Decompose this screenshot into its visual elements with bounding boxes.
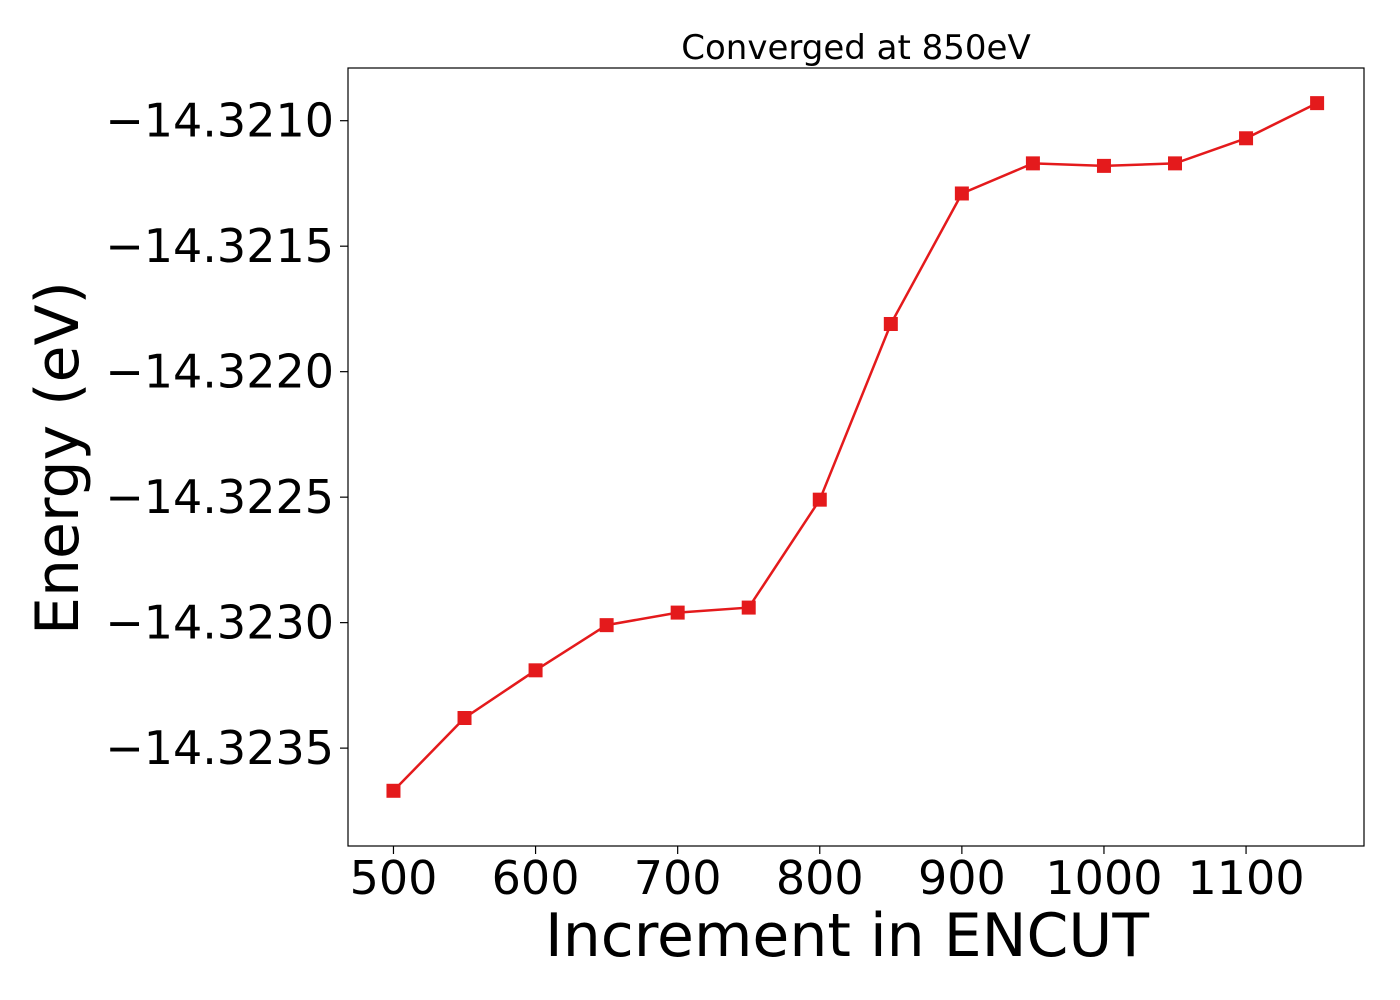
y-tick-label: −14.3235 — [105, 721, 334, 775]
plot-area: 500 600 700 800 900 1000 1100 −14.3210 −14.3215 −… — [105, 67, 1365, 905]
x-axis-title: Increment in ENCUT — [545, 901, 1149, 971]
data-point-marker — [812, 492, 827, 507]
y-axis-title: Energy (eV) — [23, 281, 93, 635]
data-point-marker — [1310, 96, 1325, 111]
series-line — [392, 101, 1318, 792]
x-tick-label: 1100 — [1188, 851, 1305, 905]
x-tick-label: 900 — [918, 851, 1006, 905]
data-point-marker — [954, 186, 969, 201]
data-point-marker — [528, 663, 543, 678]
y-tick-label: −14.3220 — [105, 345, 334, 399]
data-point-marker — [1168, 156, 1183, 171]
data-point-marker — [386, 783, 401, 798]
x-tick-label: 1000 — [1045, 851, 1162, 905]
data-point-marker — [741, 600, 756, 615]
x-tick-label: 700 — [634, 851, 722, 905]
y-tick-label: −14.3215 — [105, 219, 334, 273]
data-point-marker — [883, 316, 898, 331]
data-point-marker — [1025, 156, 1040, 171]
data-point-marker — [670, 605, 685, 620]
data-point-marker — [599, 618, 614, 633]
data-point-marker — [457, 711, 472, 726]
chart-title: Converged at 850eV — [681, 28, 1030, 68]
x-tick-label: 600 — [492, 851, 580, 905]
data-point-marker — [1096, 158, 1111, 173]
x-tick-label: 500 — [350, 851, 438, 905]
plot-frame — [347, 67, 1365, 847]
data-point-marker — [1239, 131, 1254, 146]
x-tick-label: 800 — [776, 851, 864, 905]
y-tick-label: −14.3230 — [105, 596, 334, 650]
y-tick-label: −14.3210 — [105, 94, 334, 148]
y-tick-label: −14.3225 — [105, 470, 334, 524]
